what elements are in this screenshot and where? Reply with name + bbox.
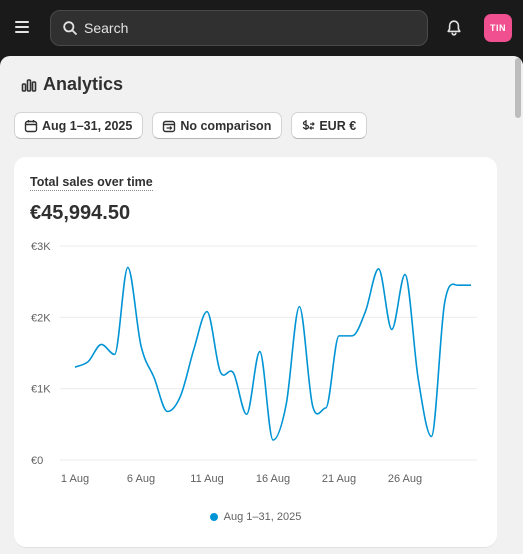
data-point[interactable] [416, 377, 420, 381]
data-point[interactable] [126, 265, 130, 269]
top-bar: Search TIN [0, 0, 523, 56]
date-range-button[interactable]: Aug 1–31, 2025 [14, 112, 144, 139]
data-point[interactable] [377, 267, 381, 271]
bell-icon[interactable] [444, 18, 464, 38]
data-point[interactable] [179, 394, 183, 398]
data-point[interactable] [429, 434, 433, 438]
comparison-label: No comparison [180, 118, 272, 133]
data-point[interactable] [73, 365, 77, 369]
currency-exchange-icon [303, 119, 316, 130]
data-point[interactable] [324, 406, 328, 410]
data-point[interactable] [86, 360, 90, 364]
data-point[interactable] [165, 409, 169, 413]
series-line[interactable] [74, 266, 471, 441]
data-point[interactable] [192, 347, 196, 351]
x-tick-label: 1 Aug [61, 473, 89, 485]
page-header: Analytics [20, 74, 123, 95]
search-icon [63, 21, 77, 35]
search-bar[interactable]: Search [50, 10, 428, 46]
data-point[interactable] [258, 350, 262, 354]
data-point[interactable] [205, 310, 209, 314]
x-tick-label: 6 Aug [127, 473, 155, 485]
scrollbar[interactable] [512, 56, 523, 554]
x-tick-label: 26 Aug [388, 473, 422, 485]
x-tick-label: 11 Aug [190, 473, 223, 485]
comparison-button[interactable]: No comparison [152, 112, 283, 139]
y-tick-label: €3K [31, 241, 51, 253]
compare-calendar-icon [163, 120, 176, 132]
data-point[interactable] [337, 334, 341, 338]
data-point[interactable] [152, 376, 156, 380]
data-point[interactable] [443, 301, 447, 305]
data-point[interactable] [456, 283, 460, 287]
data-point[interactable] [390, 327, 394, 331]
data-point[interactable] [218, 370, 222, 374]
scrollbar-thumb[interactable] [515, 58, 521, 118]
legend-label: Aug 1–31, 2025 [223, 511, 302, 523]
data-point[interactable] [297, 305, 301, 309]
sales-card: Total sales over time €45,994.50 €0 €1K €2… [14, 157, 497, 547]
filter-bar: Aug 1–31, 2025 No comparison EUR € [14, 112, 368, 139]
total-sales-value: €45,994.50 [30, 202, 131, 224]
date-range-label: Aug 1–31, 2025 [42, 118, 133, 133]
currency-button[interactable]: EUR € [291, 112, 368, 139]
card-title[interactable]: Total sales over time [30, 175, 153, 191]
data-point[interactable] [139, 344, 143, 348]
data-point[interactable] [113, 352, 117, 356]
data-point[interactable] [284, 402, 288, 406]
main-content: Analytics Aug 1–31, 2025 No comparison E… [0, 56, 523, 554]
data-point[interactable] [231, 371, 235, 375]
y-tick-label: €1K [31, 384, 51, 396]
menu-icon[interactable] [14, 17, 34, 39]
data-point[interactable] [99, 342, 103, 346]
data-point[interactable] [350, 334, 354, 338]
page-title: Analytics [43, 74, 124, 94]
data-point[interactable] [403, 273, 407, 277]
data-point[interactable] [469, 283, 473, 287]
calendar-icon [24, 119, 38, 132]
legend-dot [209, 513, 218, 521]
search-placeholder: Search [84, 20, 129, 36]
avatar[interactable]: TIN [484, 14, 512, 42]
currency-label: EUR € [319, 118, 357, 133]
analytics-icon [21, 78, 37, 92]
sales-line-chart: €0 €1K €2K €3K 1 Aug 6 Aug 11 Aug 16 Aug 21 Aug 2… [31, 241, 477, 485]
x-tick-label: 16 Aug [256, 473, 290, 485]
data-point[interactable] [311, 404, 315, 408]
data-point[interactable] [363, 310, 367, 314]
data-point[interactable] [271, 438, 275, 442]
chart-legend[interactable]: Aug 1–31, 2025 [14, 511, 497, 523]
y-tick-label: €2K [31, 312, 51, 324]
y-tick-label: €0 [31, 455, 43, 467]
x-tick-label: 21 Aug [322, 473, 356, 485]
data-point[interactable] [245, 412, 249, 416]
